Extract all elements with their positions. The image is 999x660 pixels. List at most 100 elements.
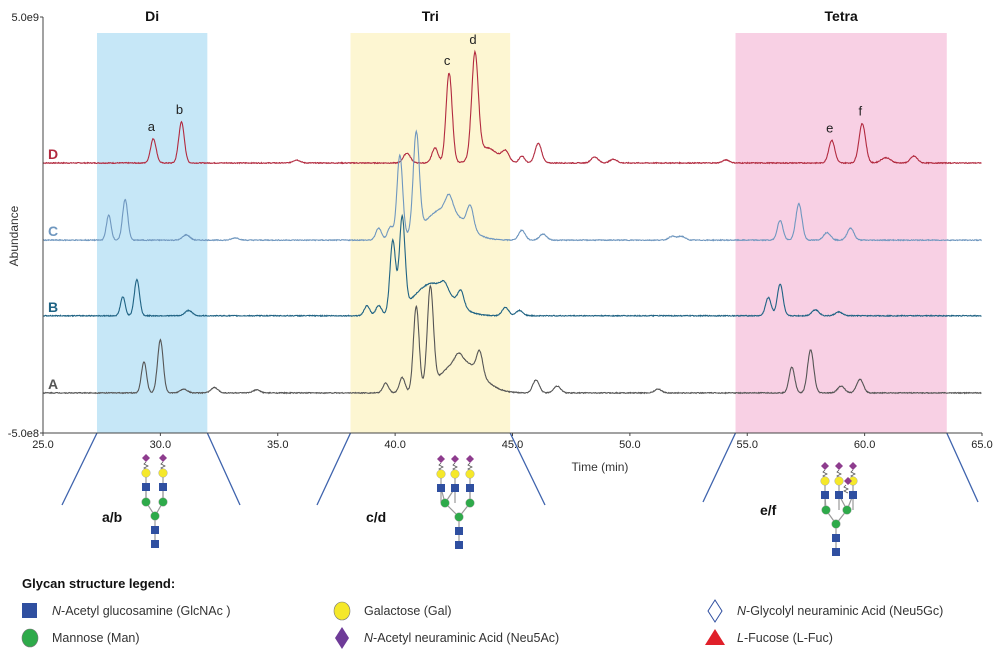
galactose-icon — [834, 476, 844, 486]
diamond-icon — [335, 627, 349, 649]
neu5ac-icon — [437, 455, 445, 463]
legend-item: Galactose (Gal) — [333, 601, 452, 621]
legend-item: Mannose (Man) — [21, 628, 140, 648]
legend-label: N-Glycolyl neuraminic Acid (Neu5Gc) — [737, 604, 943, 618]
glcnac-icon — [455, 527, 463, 535]
y-tick-label-top: 5.0e9 — [11, 12, 39, 24]
circle-icon — [21, 628, 39, 648]
y-tick-label-bottom: -5.0e8 — [8, 428, 39, 440]
glycan-e-f: e/f — [760, 462, 858, 556]
mannose-icon — [831, 519, 841, 529]
y-axis-label: Abundance — [7, 205, 21, 266]
x-tick-label: 50.0 — [619, 439, 640, 451]
glycan-label: c/d — [366, 509, 386, 525]
x-tick-label: 25.0 — [32, 439, 53, 451]
peak-label-c: c — [444, 53, 451, 68]
galactose-icon — [158, 468, 168, 478]
x-tick-label: 35.0 — [267, 439, 288, 451]
x-tick-label: 45.0 — [502, 439, 523, 451]
legend-item: L-Fucose (L-Fuc) — [705, 629, 833, 645]
trace-A — [43, 284, 982, 395]
glcnac-icon — [159, 483, 167, 491]
trace-label-B: B — [48, 299, 58, 315]
legend-label: L-Fucose (L-Fuc) — [737, 631, 833, 645]
trace-D — [42, 49, 982, 165]
axes: 5.0e9 -5.0e8 25.0 30.0 35.0 40.0 45.0 50.0 55.… — [7, 12, 993, 474]
glcnac-icon — [451, 484, 459, 492]
region-di — [96, 33, 208, 433]
trace-label-D: D — [48, 146, 58, 162]
glcnac-icon — [437, 484, 445, 492]
region-tri — [350, 33, 511, 433]
legend-label: Mannose (Man) — [52, 631, 140, 645]
glcnac-icon — [151, 526, 159, 534]
legend-item: N-Glycolyl neuraminic Acid (Neu5Gc) — [707, 599, 943, 623]
glycan-label: a/b — [102, 509, 122, 525]
legend-title: Glycan structure legend: — [22, 576, 175, 591]
square-icon — [22, 603, 37, 618]
region-tetra — [735, 33, 947, 433]
galactose-icon — [465, 469, 475, 479]
x-axis-label: Time (min) — [572, 460, 629, 474]
region-label: Tri — [422, 8, 439, 24]
x-ticks: 25.0 30.0 35.0 40.0 45.0 50.0 55.0 60.0 65.0 — [32, 433, 993, 451]
glcnac-icon — [821, 491, 829, 499]
highlight-regions: Di Tri Tetra — [96, 8, 947, 433]
glycan-label: e/f — [760, 502, 777, 518]
neu5ac-icon — [849, 462, 857, 470]
neu5ac-icon — [466, 455, 474, 463]
legend-label: Galactose (Gal) — [364, 604, 452, 618]
neu5ac-icon — [159, 454, 167, 462]
peak-label-a: a — [148, 119, 156, 134]
glycan-a-b: a/b — [102, 454, 168, 548]
funnel-line — [946, 432, 979, 503]
legend-label: N-Acetyl glucosamine (GlcNAc ) — [52, 604, 231, 618]
neu5ac-icon — [451, 455, 459, 463]
x-tick-label: 60.0 — [854, 439, 875, 451]
glcnac-icon — [142, 483, 150, 491]
glycan-c-d: c/d — [366, 455, 475, 549]
traces: D C B Aa b c d e f — [42, 32, 982, 395]
mannose-icon — [440, 498, 450, 508]
galactose-icon — [141, 468, 151, 478]
peak-label-b: b — [176, 102, 183, 117]
region-label: Tetra — [825, 8, 858, 24]
glcnac-icon — [151, 540, 159, 548]
triangle-icon — [705, 629, 725, 645]
x-tick-label: 55.0 — [737, 439, 758, 451]
x-tick-label: 65.0 — [971, 439, 992, 451]
funnel-line — [509, 432, 546, 506]
peak-label-e: e — [826, 120, 833, 135]
circle-icon — [333, 601, 351, 621]
funnel-line — [702, 432, 737, 503]
mannose-icon — [158, 497, 168, 507]
glycan-legend: Glycan structure legend: N-Acetyl glucos… — [21, 576, 943, 649]
peak-label-d: d — [469, 32, 476, 47]
peak-label-f: f — [858, 104, 862, 119]
funnel-line — [206, 432, 241, 506]
hollow-diamond-icon — [707, 599, 723, 623]
neu5ac-icon — [844, 477, 852, 485]
neu5ac-icon — [142, 454, 150, 462]
mannose-icon — [454, 512, 464, 522]
x-tick-label: 30.0 — [150, 439, 171, 451]
trace-B — [42, 213, 982, 318]
neu5ac-icon — [835, 462, 843, 470]
mannose-icon — [141, 497, 151, 507]
legend-item: N-Acetyl glucosamine (GlcNAc ) — [22, 603, 231, 618]
galactose-icon — [436, 469, 446, 479]
x-tick-label: 40.0 — [384, 439, 405, 451]
glcnac-icon — [832, 548, 840, 556]
neu5ac-icon — [821, 462, 829, 470]
glycan-structures: a/b c/d e/f — [102, 454, 858, 556]
region-label: Di — [145, 8, 159, 24]
glcnac-icon — [466, 484, 474, 492]
glcnac-icon — [835, 491, 843, 499]
glcnac-icon — [832, 534, 840, 542]
trace-label-C: C — [48, 223, 58, 239]
mannose-icon — [150, 511, 160, 521]
mannose-icon — [465, 498, 475, 508]
mannose-icon — [821, 505, 831, 515]
funnel-line — [316, 432, 352, 506]
